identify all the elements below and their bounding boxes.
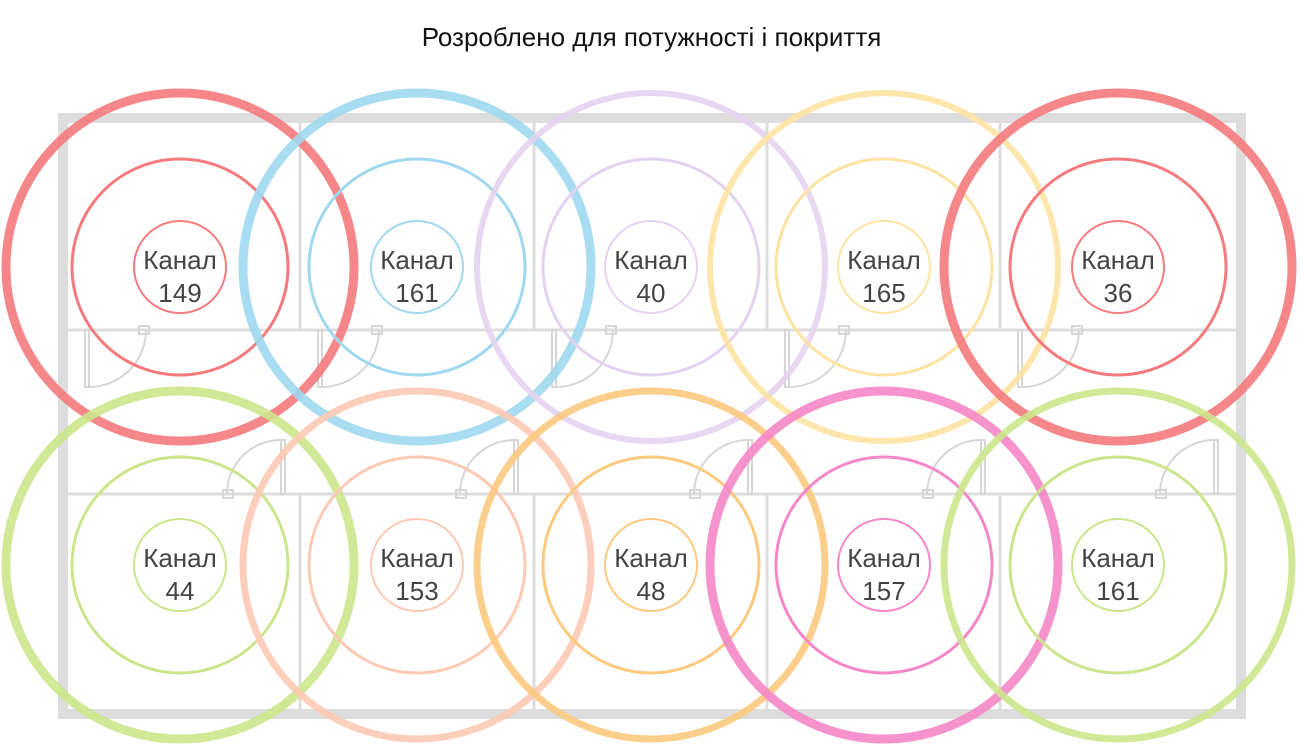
channel-label: Канал (380, 543, 454, 573)
coverage-ring-inner (133, 518, 227, 612)
channel-number: 149 (158, 278, 201, 308)
door-icon (222, 439, 286, 499)
building-outer-wall (58, 113, 1246, 719)
diagram-title: Розроблено для потужності і покриття (421, 22, 882, 52)
coverage-ring-outer (939, 88, 1297, 446)
coverage-ring-middle (1008, 157, 1228, 377)
channel-number: 36 (1104, 278, 1133, 308)
channel-label: Канал (1081, 543, 1155, 573)
door-icon (784, 325, 850, 388)
coverage-ring-inner (370, 518, 464, 612)
door-icon (1017, 325, 1083, 388)
floor-plan (58, 113, 1246, 719)
door-icon (84, 325, 150, 388)
door-icon (1155, 439, 1219, 499)
door-icon (455, 439, 519, 499)
coverage-ring-middle (774, 157, 994, 377)
coverage-ring-inner (604, 518, 698, 612)
doors (84, 325, 1219, 499)
coverage-ring-inner (1071, 518, 1165, 612)
channel-label: Канал (614, 245, 688, 275)
channel-number: 44 (166, 576, 195, 606)
coverage-ring-middle (774, 455, 994, 675)
door-icon (317, 325, 383, 388)
coverage-ring-middle (307, 455, 527, 675)
coverage-ring-outer (1, 386, 359, 744)
door-icon (689, 439, 753, 499)
channel-number: 161 (1096, 576, 1139, 606)
channel-label: Канал (380, 245, 454, 275)
coverage-ring-middle (307, 157, 527, 377)
door-icon (551, 325, 617, 388)
coverage-ring-inner (837, 518, 931, 612)
coverage-ring-middle (70, 157, 290, 377)
channel-number: 48 (637, 576, 666, 606)
coverage-ring-outer (707, 90, 1061, 444)
coverage-ring-outer (239, 387, 595, 743)
coverage-ring-outer (1, 88, 359, 446)
channel-label: Канал (143, 245, 217, 275)
coverage-ring-inner (370, 220, 464, 314)
coverage-ring-middle (541, 455, 761, 675)
coverage-ring-outer (474, 90, 828, 444)
coverage-ring-middle (70, 455, 290, 675)
coverage-ring-inner (837, 220, 931, 314)
channel-number: 153 (395, 576, 438, 606)
channel-label: Канал (143, 543, 217, 573)
channel-label: Канал (614, 543, 688, 573)
channel-label: Канал (847, 245, 921, 275)
channel-number: 161 (395, 278, 438, 308)
coverage-ring-middle (1008, 455, 1228, 675)
door-icon (922, 439, 986, 499)
coverage-ring-inner (604, 220, 698, 314)
coverage-ring-inner (133, 220, 227, 314)
channel-number: 157 (862, 576, 905, 606)
channel-number: 40 (637, 278, 666, 308)
channel-label: Канал (1081, 245, 1155, 275)
coverage-ring-inner (1071, 220, 1165, 314)
coverage-ring-outer (705, 386, 1063, 744)
coverage-ring-middle (541, 157, 761, 377)
channel-number: 165 (862, 278, 905, 308)
coverage-ring-outer (238, 88, 596, 446)
coverage-ring-outer (940, 387, 1296, 743)
coverage-ring-outer (473, 387, 829, 743)
coverage-circles: Канал149Канал161Канал40Канал165Канал36Ка… (1, 88, 1297, 744)
channel-label: Канал (847, 543, 921, 573)
